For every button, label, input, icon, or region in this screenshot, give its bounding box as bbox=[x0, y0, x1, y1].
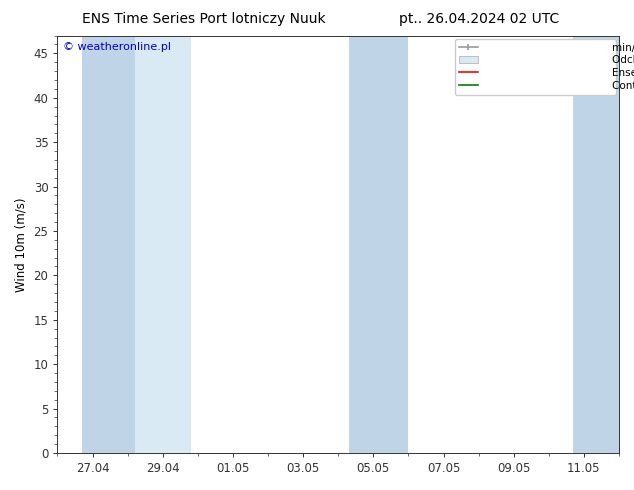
Bar bbox=[349, 36, 408, 453]
Legend: min/max, Odchylenie standardowe, Ensemble mean run, Controll run: min/max, Odchylenie standardowe, Ensembl… bbox=[455, 39, 616, 95]
Y-axis label: Wind 10m (m/s): Wind 10m (m/s) bbox=[15, 197, 28, 292]
Bar bbox=[573, 36, 619, 453]
Bar bbox=[82, 36, 134, 453]
Bar bbox=[134, 36, 191, 453]
Text: ENS Time Series Port lotniczy Nuuk: ENS Time Series Port lotniczy Nuuk bbox=[82, 12, 326, 26]
Text: pt.. 26.04.2024 02 UTC: pt.. 26.04.2024 02 UTC bbox=[399, 12, 560, 26]
Text: © weatheronline.pl: © weatheronline.pl bbox=[63, 42, 171, 52]
